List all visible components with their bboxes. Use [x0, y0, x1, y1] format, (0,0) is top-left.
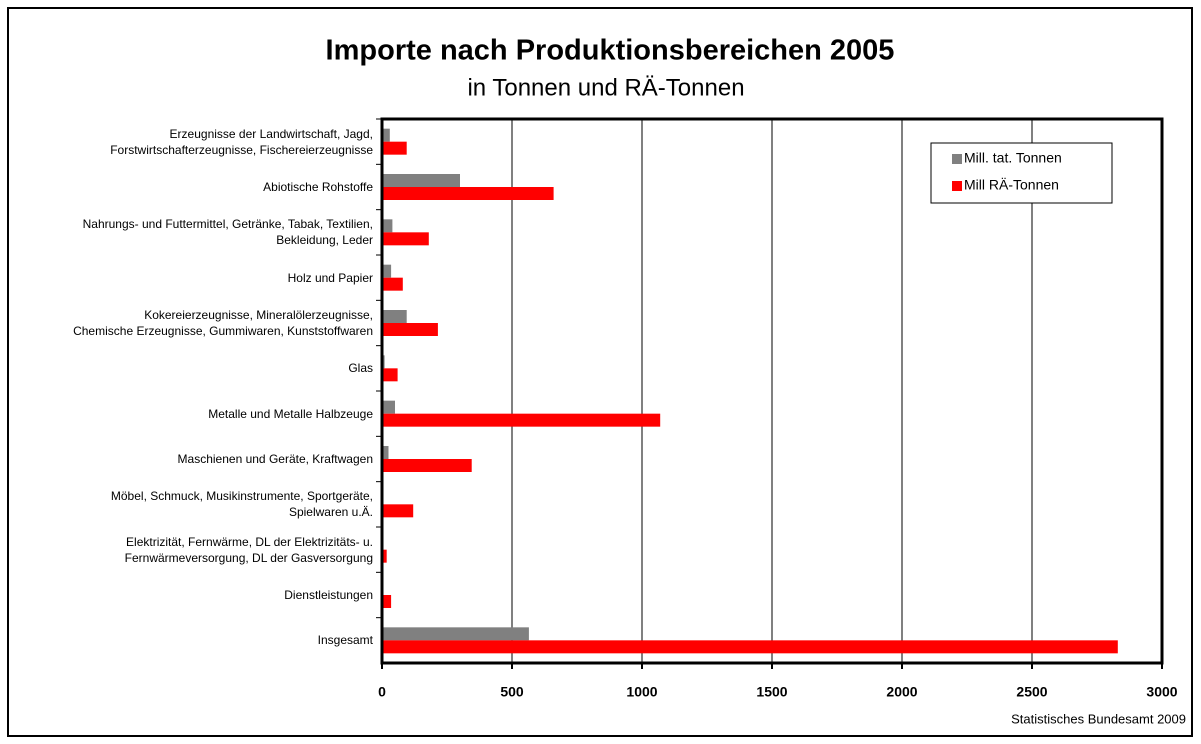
y-tick-label: Kokereierzeugnisse, Mineralölerzeugnisse…	[73, 308, 373, 338]
y-tick-label: Holz und Papier	[287, 270, 373, 285]
y-tick-label: Erzeugnisse der Landwirtschaft, Jagd, Fo…	[110, 126, 373, 157]
y-tick-label: Insgesamt	[317, 633, 373, 648]
legend-swatch	[952, 181, 962, 191]
bar	[382, 310, 407, 323]
bar	[382, 549, 387, 563]
bar	[382, 368, 398, 382]
bar	[382, 277, 403, 291]
x-tick-label: 1000	[626, 684, 657, 700]
bar	[382, 640, 1118, 654]
y-tick-label: Nahrungs- und Futtermittel, Getränke, Ta…	[82, 217, 373, 248]
x-tick-label: 500	[500, 684, 524, 700]
bar	[382, 627, 529, 641]
bar	[382, 174, 460, 187]
x-tick-label: 0	[378, 684, 386, 700]
plot-border	[380, 117, 1164, 665]
bar	[382, 413, 661, 427]
x-tick-label: 2000	[886, 684, 917, 700]
x-tick-label: 2500	[1016, 684, 1047, 700]
bar	[382, 219, 393, 233]
bar	[382, 446, 389, 459]
y-tick-label: Dienstleistungen	[284, 588, 373, 602]
y-tick-label: Glas	[348, 361, 373, 376]
bar	[382, 504, 414, 518]
chart-title: Importe nach Produktionsbereichen 2005	[326, 35, 895, 67]
legend-box	[930, 142, 1113, 204]
frame	[7, 7, 1193, 737]
chart-subtitle: in Tonnen und RÄ-Tonnen	[467, 74, 744, 101]
legend-swatch	[952, 154, 962, 164]
bar	[382, 264, 392, 278]
bar	[382, 232, 429, 246]
y-tick-label: Elektrizität, Fernwärme, DL der Elektriz…	[124, 534, 373, 565]
legend-label: Mill. tat. Tonnen	[964, 150, 1062, 166]
y-tick-label: Abiotische Rohstoffe	[263, 180, 373, 194]
bar	[382, 595, 392, 608]
source: Statistisches Bundesamt 2009	[1011, 711, 1186, 726]
bar	[382, 141, 407, 155]
bar	[382, 400, 395, 414]
y-tick-label: Maschienen und Geräte, Kraftwagen	[177, 452, 373, 466]
y-tick-label: Metalle und Metalle Halbzeuge	[208, 406, 373, 421]
bar	[382, 323, 438, 336]
y-tick-label: Möbel, Schmuck, Musikinstrumente, Sportg…	[110, 489, 373, 520]
x-tick-label: 3000	[1146, 684, 1177, 700]
x-tick-label: 1500	[756, 684, 787, 700]
bar	[382, 128, 390, 142]
bar	[382, 459, 472, 472]
legend-label: Mill RÄ-Tonnen	[964, 177, 1059, 193]
bar	[382, 187, 554, 200]
